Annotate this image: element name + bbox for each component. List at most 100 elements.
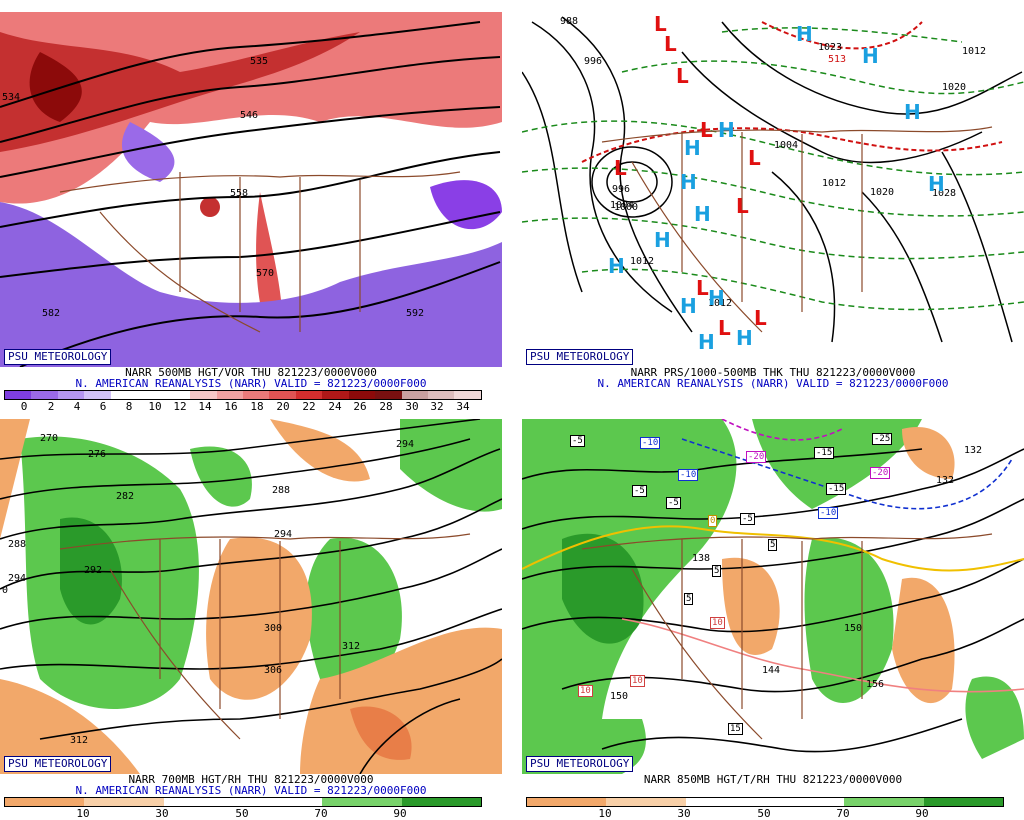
- isotherm-label: -10: [818, 507, 839, 519]
- colorbar-swatch: [242, 391, 270, 399]
- contour-label: 996: [612, 184, 631, 195]
- map-surface: 988 996 1004 1012 1020 1028 1004 1012 10…: [522, 12, 1024, 367]
- colorbar-swatch: [454, 391, 481, 399]
- colorbar-swatch: [428, 391, 455, 399]
- high-pressure-symbol: H: [736, 326, 753, 350]
- low-pressure-symbol: L: [700, 118, 713, 142]
- contour-label: 1000: [614, 202, 639, 213]
- isotherm-label: -5: [666, 497, 681, 509]
- colorbar-swatch: [163, 391, 191, 399]
- map-graphic: [0, 419, 502, 774]
- colorbar-tick: 30: [677, 807, 691, 820]
- isotherm-label: 5: [684, 593, 694, 605]
- colorbar-tick: 2: [47, 400, 55, 413]
- high-pressure-symbol: H: [608, 254, 625, 278]
- colorbar-tick: 26: [353, 400, 367, 413]
- contour-label: 0: [2, 585, 9, 596]
- credit-badge: PSU METEOROLOGY: [4, 349, 112, 365]
- colorbar-tick: 30: [405, 400, 419, 413]
- colorbar-tick: 16: [224, 400, 238, 413]
- colorbar-swatch: [764, 798, 845, 806]
- contour-label: 276: [88, 449, 107, 460]
- colorbar-ticks: 10 30 50 70 90: [526, 807, 1002, 820]
- colorbar-tick: 30: [155, 807, 169, 820]
- contour-label: 582: [42, 308, 61, 319]
- contour-label: 132: [964, 445, 983, 456]
- colorbar-tick: 18: [250, 400, 264, 413]
- colorbar-swatch: [269, 391, 296, 399]
- high-pressure-symbol: H: [654, 228, 671, 252]
- colorbar-swatch: [606, 798, 686, 806]
- high-pressure-symbol: H: [708, 286, 725, 310]
- high-pressure-symbol: H: [694, 202, 711, 226]
- high-pressure-symbol: H: [904, 100, 921, 124]
- contour-label: 1020: [870, 187, 895, 198]
- contour-label: 294: [8, 573, 27, 584]
- contour-label: 1012: [708, 298, 733, 309]
- panel-850mb-temp-rh: -5 -10 -10 -20 -15 -25 -20 -15 -10 -5 -5…: [522, 419, 1024, 820]
- isotherm-label: 0: [708, 515, 718, 527]
- contour-label: 282: [116, 491, 135, 502]
- high-pressure-symbol: H: [680, 294, 697, 318]
- colorbar-tick: 10: [76, 807, 90, 820]
- contour-label: 1023: [818, 42, 843, 53]
- contour-label: 312: [342, 641, 361, 652]
- contour-label: 270: [40, 433, 59, 444]
- colorbar-swatch: [5, 798, 85, 806]
- colorbar-swatch: [84, 798, 164, 806]
- chart-title: NARR 700MB HGT/RH THU 821223/0000V000: [128, 773, 374, 786]
- colorbar-tick: 10: [598, 807, 612, 820]
- colorbar-swatch: [527, 798, 607, 806]
- colorbar-tick: 28: [379, 400, 393, 413]
- colorbar-swatch: [401, 798, 481, 806]
- isotherm-label: -15: [826, 483, 847, 495]
- credit-badge: PSU METEOROLOGY: [526, 756, 634, 772]
- isotherm-label: -20: [870, 467, 891, 479]
- low-pressure-symbol: L: [754, 306, 767, 330]
- contour-label: 996: [584, 56, 603, 67]
- colorbar-swatch: [216, 391, 243, 399]
- contour-label: 288: [8, 539, 27, 550]
- panel-700mb-rh: 270 276 282 288 294 294 300 306 312 288 …: [0, 419, 502, 820]
- contour-label: 1004: [610, 200, 635, 211]
- colorbar-tick: 0: [20, 400, 28, 413]
- isotherm-label: -20: [746, 451, 767, 463]
- colorbar-tick: 70: [314, 807, 328, 820]
- high-pressure-symbol: H: [796, 22, 813, 46]
- contour-label: 546: [240, 110, 259, 121]
- colorbar-tick: 4: [73, 400, 81, 413]
- isotherm-label: 10: [710, 617, 725, 629]
- colorbar-swatch: [375, 391, 402, 399]
- high-pressure-symbol: H: [862, 44, 879, 68]
- colorbar-tick: 50: [757, 807, 771, 820]
- colorbar-tick: 10: [148, 400, 162, 413]
- colorbar-tick: 14: [198, 400, 212, 413]
- low-pressure-symbol: L: [736, 194, 749, 218]
- contour-label: 534: [2, 92, 21, 103]
- isotherm-label: 5: [768, 539, 778, 551]
- contour-label: 1028: [932, 188, 957, 199]
- colorbar-swatch: [190, 391, 217, 399]
- high-pressure-symbol: H: [718, 118, 735, 142]
- low-pressure-symbol: L: [676, 64, 689, 88]
- colorbar-tick: 90: [393, 807, 407, 820]
- isotherm-label: -10: [640, 437, 661, 449]
- isotherm-label: -5: [632, 485, 647, 497]
- colorbar: [526, 797, 1004, 807]
- contour-label: 150: [844, 623, 863, 634]
- contour-label: 292: [84, 565, 103, 576]
- colorbar-ticks: 0 2 4 6 8 10 12 14 16 18 20 22 24 26 28 …: [4, 400, 480, 413]
- isotherm-label: 5: [712, 565, 722, 577]
- chart-subtitle: N. AMERICAN REANALYSIS (NARR) VALID = 82…: [75, 784, 427, 797]
- colorbar-tick: 22: [302, 400, 316, 413]
- colorbar-tick: 24: [328, 400, 342, 413]
- contour-label: 1012: [630, 256, 655, 267]
- colorbar-tick: 8: [125, 400, 133, 413]
- colorbar-tick: 34: [456, 400, 470, 413]
- contour-label: 294: [396, 439, 415, 450]
- contour-label: 513: [828, 54, 847, 65]
- contour-label: 156: [866, 679, 885, 690]
- colorbar-swatch: [322, 391, 349, 399]
- contour-label: 138: [692, 553, 711, 564]
- low-pressure-symbol: L: [664, 32, 677, 56]
